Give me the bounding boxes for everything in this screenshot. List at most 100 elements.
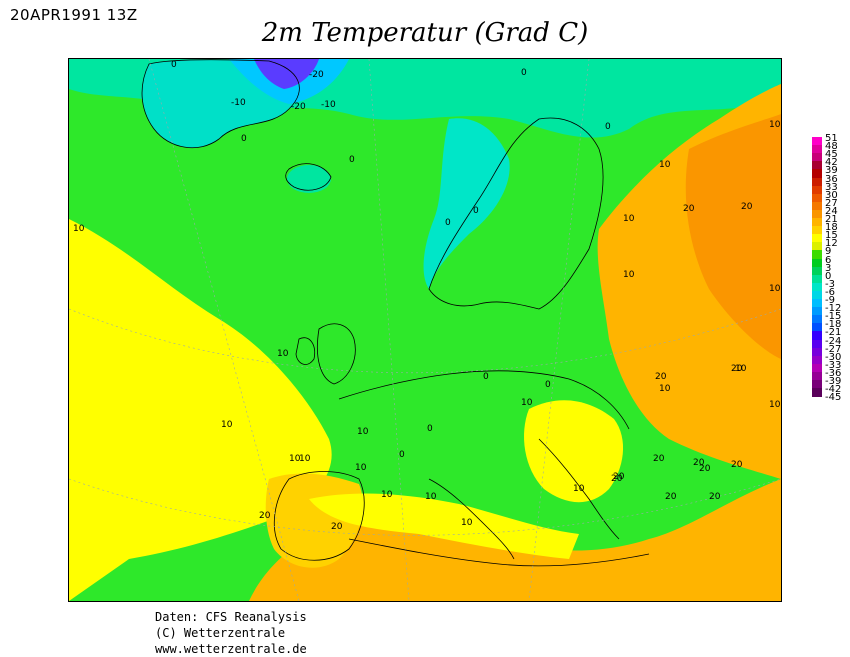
contour-label: 0 xyxy=(241,134,247,144)
legend-swatch xyxy=(812,218,822,227)
greenland-coldest-field xyxy=(254,59,319,89)
legend-label: 36 xyxy=(825,173,838,185)
legend-swatch xyxy=(812,363,822,373)
temperature-map: 0 -20 -10 -20 -10 0 0 0 10 10 10 20 10 20 10 0 0 0 10 10 10 1… xyxy=(68,58,782,602)
legend-swatch xyxy=(812,185,822,195)
legend-label: 15 xyxy=(825,230,838,242)
contour-label: 10 xyxy=(659,160,671,170)
credits: Daten: CFS Reanalysis (C) Wetterzentrale… xyxy=(155,609,307,657)
contour-label: 20 xyxy=(731,460,743,470)
legend-label: -9 xyxy=(825,295,835,306)
legend-label: 51 xyxy=(825,133,838,144)
contour-label: 0 xyxy=(473,206,479,216)
legend-label: 30 xyxy=(825,189,838,201)
contour-label: -10 xyxy=(321,100,336,110)
date-label: 20APR1991 13Z xyxy=(10,6,138,24)
contour-label: 10 xyxy=(381,490,393,500)
contour-label: 0 xyxy=(349,155,355,165)
contour-label: 0 xyxy=(171,60,177,70)
legend-swatch xyxy=(812,331,822,340)
legend-swatch xyxy=(812,226,822,235)
legend-swatch xyxy=(812,193,822,203)
contour-label: 10 xyxy=(521,398,533,408)
credits-copyright: (C) Wetterzentrale xyxy=(155,626,286,640)
balkans-field xyxy=(524,400,624,503)
contour-label: 10 xyxy=(623,270,635,280)
contour-label: 20 xyxy=(613,472,625,482)
contour-label: 0 xyxy=(427,424,433,434)
contour-label: 20 xyxy=(665,492,677,502)
contour-label: 20 xyxy=(331,522,343,532)
iceland-field xyxy=(287,165,331,193)
legend-swatch xyxy=(812,209,822,219)
legend-swatch xyxy=(812,380,822,389)
legend-swatch xyxy=(812,234,822,243)
contour-label: 10 xyxy=(357,427,369,437)
contour-label: 10 xyxy=(73,224,85,234)
legend-label: 45 xyxy=(825,149,838,161)
africa-field xyxy=(249,479,781,601)
map-title: 2m Temperatur (Grad C) xyxy=(261,18,589,48)
contour-label: 10 xyxy=(277,349,289,359)
legend-label: -36 xyxy=(825,367,842,379)
contour-labels: 0-20-10 -20 -10000101010201020100001010101… xyxy=(73,60,781,532)
contour-label: 0 xyxy=(605,122,611,132)
contour-label: 20 xyxy=(683,204,695,214)
legend-swatch xyxy=(812,201,822,211)
legend-label: -3 xyxy=(825,278,835,290)
contour-label: 20 xyxy=(741,202,753,212)
contour-label: 20 xyxy=(699,464,711,474)
mediterranean-field xyxy=(309,493,579,559)
legend-label: 24 xyxy=(825,205,838,217)
credits-data-source: Daten: CFS Reanalysis xyxy=(155,610,307,624)
contour-label: -10 xyxy=(231,98,246,108)
legend-swatch xyxy=(812,307,822,316)
scandinavia-field xyxy=(423,118,510,289)
contour-label: 10 xyxy=(769,284,781,294)
contour-label: 0 xyxy=(545,380,551,390)
legend-swatch xyxy=(812,339,822,349)
contour-label: 10 xyxy=(289,454,301,464)
legend-label: 33 xyxy=(825,181,838,193)
contour-label: 10 xyxy=(659,384,671,394)
contour-label: 20 xyxy=(611,474,623,484)
legend-label: -45 xyxy=(825,392,842,404)
legend-label: 21 xyxy=(825,214,838,225)
credits-website: www.wetterzentrale.de xyxy=(155,642,307,656)
legend-label: 27 xyxy=(825,197,838,209)
contour-label: -20 xyxy=(291,102,306,112)
legend-swatch xyxy=(812,145,822,154)
legend-swatch xyxy=(812,323,822,332)
legend-label: 12 xyxy=(825,238,838,250)
legend-swatch xyxy=(812,299,822,308)
legend-swatch xyxy=(812,274,822,284)
contour-label: 10 xyxy=(299,454,311,464)
legend-label: -33 xyxy=(825,359,842,371)
graticule xyxy=(69,59,781,601)
legend-label: -27 xyxy=(825,343,842,355)
contour-label: 20 xyxy=(655,372,667,382)
legend-label: 48 xyxy=(825,141,838,153)
legend-label: 39 xyxy=(825,165,838,177)
contour-label: 10 xyxy=(769,400,781,410)
legend-swatch xyxy=(812,371,822,381)
legend-swatch xyxy=(812,177,822,187)
map-canvas: 0-20-10 -20 -10000101010201020100001010101… xyxy=(69,59,781,601)
legend-swatch xyxy=(812,258,822,268)
legend-label: 6 xyxy=(825,254,832,266)
legend-swatch xyxy=(812,169,822,178)
contour-label: 10 xyxy=(769,120,781,130)
contour-label: 0 xyxy=(483,372,489,382)
contour-label: 20 xyxy=(709,492,721,502)
contour-label: 20 xyxy=(693,458,705,468)
legend-label: -30 xyxy=(825,351,842,363)
contour-label: 0 xyxy=(445,218,451,228)
legend-label: -21 xyxy=(825,327,842,339)
legend-swatch xyxy=(812,282,822,292)
legend-swatch xyxy=(812,250,822,259)
russia-hot-field xyxy=(685,114,781,359)
contour-label: 10 xyxy=(425,492,437,502)
legend-label: 3 xyxy=(825,262,832,274)
legend-swatch xyxy=(812,290,822,300)
legend-swatch xyxy=(812,266,822,276)
